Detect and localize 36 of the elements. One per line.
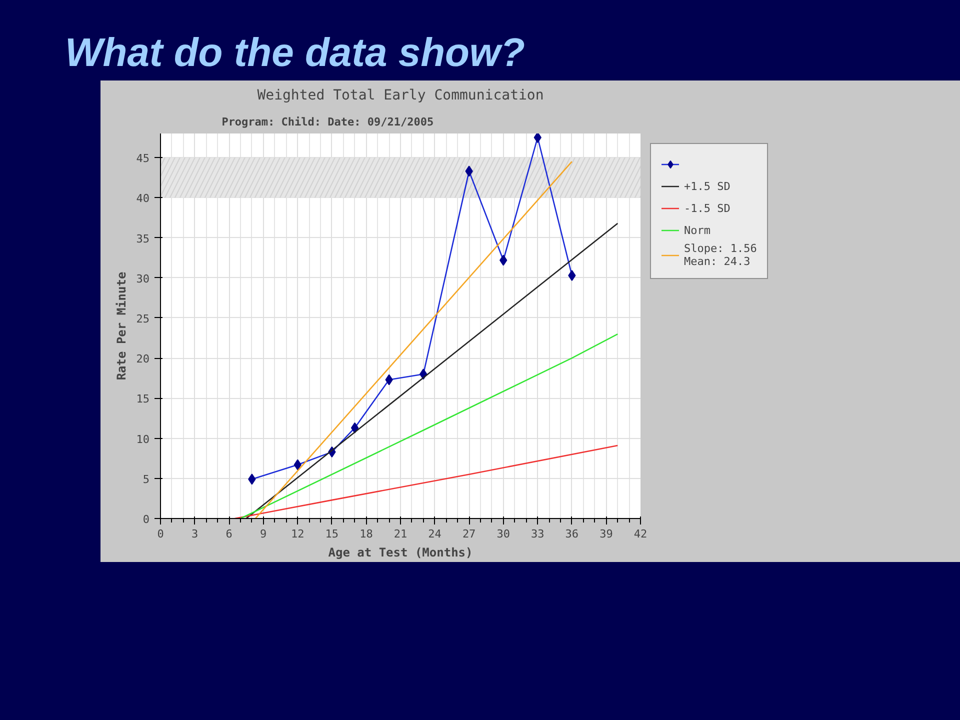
x-tick-label: 36 <box>565 528 579 540</box>
x-tick-label: 24 <box>428 528 442 540</box>
line-series <box>240 333 618 518</box>
y-tick-label: 10 <box>136 432 150 446</box>
legend-label: -1.5 SD <box>684 202 730 214</box>
x-tick-label: 3 <box>191 528 198 540</box>
legend-label: Norm <box>684 224 710 236</box>
legend-label: Slope: 1.56 Mean: 24.3 <box>684 242 757 268</box>
x-tick-label: 15 <box>325 528 339 540</box>
x-tick-label: 39 <box>600 528 613 540</box>
x-tick-label: 27 <box>462 528 476 540</box>
y-tick-label: 20 <box>136 352 150 366</box>
y-tick-label: 40 <box>136 192 150 206</box>
x-tick-label: 30 <box>496 528 510 540</box>
x-tick-label: 21 <box>394 528 408 540</box>
x-tick-label: 9 <box>260 528 267 540</box>
y-tick-label: 0 <box>142 513 150 526</box>
y-tick-label: 35 <box>136 232 150 246</box>
text: What do the data show? <box>65 30 525 77</box>
line-series <box>234 444 618 518</box>
x-axis-title: Age at Test (Months) <box>328 546 473 560</box>
legend-label: +1.5 SD <box>684 180 730 192</box>
y-tick-label: 30 <box>136 272 150 286</box>
x-tick-label: 33 <box>531 528 544 540</box>
chart-title: Weighted Total Early Communication <box>257 88 544 104</box>
y-tick-label: 5 <box>142 472 150 486</box>
y-tick-label: 15 <box>136 392 150 406</box>
y-axis-title: Rate Per Minute <box>114 272 128 380</box>
x-tick-label: 6 <box>226 528 232 540</box>
x-tick-label: 18 <box>360 528 373 540</box>
x-tick-label: 12 <box>291 528 304 540</box>
x-tick-label: 42 <box>634 528 648 540</box>
x-tick-label: 0 <box>157 528 164 540</box>
chart-subtitle: Program: Child: Date: 09/21/2005 <box>222 116 434 128</box>
y-tick-label: 45 <box>136 152 150 166</box>
y-tick-label: 25 <box>136 312 150 326</box>
